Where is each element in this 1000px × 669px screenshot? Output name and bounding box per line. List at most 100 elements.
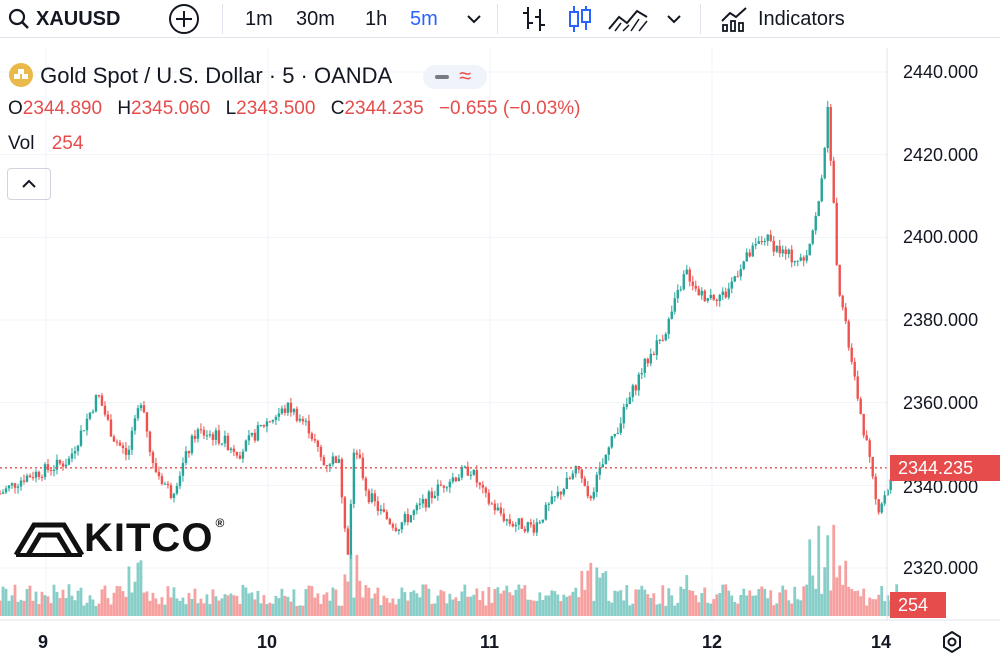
chart-type-dropdown[interactable] [666, 0, 682, 38]
candle-body [241, 451, 245, 459]
volume-bar [775, 603, 779, 616]
volume-bar [67, 584, 71, 616]
candle-body [475, 470, 479, 483]
low-value: 2343.500 [236, 98, 316, 119]
volume-bar [832, 524, 836, 616]
candle-body [883, 495, 886, 504]
volume-bar [514, 589, 518, 616]
candle-body [718, 295, 721, 302]
volume-bar [475, 588, 479, 616]
candle-body [181, 462, 185, 476]
candle-body [355, 452, 359, 455]
volume-bar [466, 596, 470, 616]
bar-chart-type-button[interactable] [520, 0, 548, 38]
candle-body [679, 289, 682, 291]
compare-button[interactable] [168, 0, 200, 38]
volume-bar [796, 599, 800, 616]
indicators-icon [721, 7, 747, 32]
volume-bar [658, 603, 662, 616]
volume-bar [373, 593, 377, 616]
interval-1m[interactable]: 1m [245, 0, 273, 38]
y-tick-label: 2360.000 [903, 393, 979, 413]
candle-body [682, 274, 685, 290]
interval-dropdown[interactable] [466, 0, 482, 38]
volume-bar [781, 585, 785, 616]
volume-bar [232, 595, 236, 616]
volume-bar [385, 598, 389, 616]
interval-1h[interactable]: 1h [365, 0, 387, 38]
candle-body [739, 269, 742, 277]
volume-bar [628, 605, 632, 616]
candle-body [421, 498, 425, 504]
volume-bar [568, 595, 572, 616]
candle-body [157, 472, 161, 477]
volume-bar [733, 601, 737, 616]
candles-chart-type-button[interactable] [566, 0, 594, 38]
ohlc-values: O2344.890 H2345.060 L2343.500 C2344.235 … [8, 98, 591, 120]
market-status-pill[interactable]: ≈ [423, 63, 488, 90]
volume-bar [301, 605, 305, 616]
interval-5m[interactable]: 5m [410, 0, 438, 38]
candle-body [784, 249, 787, 255]
candle-body [310, 433, 314, 440]
candle-body [874, 476, 877, 500]
candle-body [547, 503, 551, 505]
volume-bar [802, 586, 806, 616]
volume-bar [49, 603, 53, 616]
volume-bar [370, 598, 374, 616]
candle-body [259, 424, 263, 426]
candle-body [52, 469, 56, 472]
candle-body [280, 408, 284, 414]
volume-bar [280, 588, 284, 616]
volume-bar [136, 562, 140, 616]
volume-bar [208, 604, 212, 616]
volume-bar [706, 602, 710, 616]
candle-body [793, 261, 796, 263]
plus-circle-icon [169, 4, 199, 34]
candle-body [265, 421, 269, 427]
candle-body [574, 466, 578, 474]
volume-bar [829, 590, 833, 616]
candle-body [262, 424, 266, 427]
volume-bar [682, 588, 686, 616]
volume-bar [532, 600, 536, 616]
volume-bar [205, 594, 209, 616]
candle-body [586, 486, 590, 497]
volume-bar [880, 586, 884, 616]
symbol-search[interactable]: XAUUSD [8, 0, 120, 38]
volume-bar [784, 589, 788, 616]
candle-body [487, 492, 491, 504]
volume-bar [490, 602, 494, 616]
candle-body [886, 489, 889, 496]
volume-bar [820, 593, 824, 616]
candle-body [118, 442, 122, 446]
volume-label: Vol [8, 133, 35, 154]
volume-bar [160, 597, 164, 616]
chart-settings-button[interactable] [940, 630, 964, 659]
volume-bar [325, 592, 329, 616]
volume-bar [190, 598, 194, 616]
candle-body [358, 454, 362, 458]
candle-body [754, 243, 757, 246]
interval-30m[interactable]: 30m [296, 0, 335, 38]
candle-body [808, 243, 811, 256]
current-volume-tag: 254 [890, 592, 946, 618]
indicators-button[interactable]: Indicators [720, 0, 845, 38]
candle-body [832, 160, 835, 203]
candle-body [667, 318, 670, 334]
candle-body [631, 385, 634, 398]
area-chart-type-button[interactable] [607, 0, 649, 38]
candle-body [526, 522, 530, 532]
volume-bar [613, 590, 617, 616]
candle-body [223, 435, 227, 444]
candle-body [514, 524, 518, 527]
candle-body [1, 492, 5, 494]
candle-body [655, 340, 658, 356]
candle-body [199, 429, 203, 431]
candle-body [67, 458, 71, 465]
collapse-legend-button[interactable] [7, 168, 51, 200]
candle-body [64, 464, 68, 467]
volume-bar [139, 560, 143, 616]
volume-value: 254 [51, 133, 84, 154]
